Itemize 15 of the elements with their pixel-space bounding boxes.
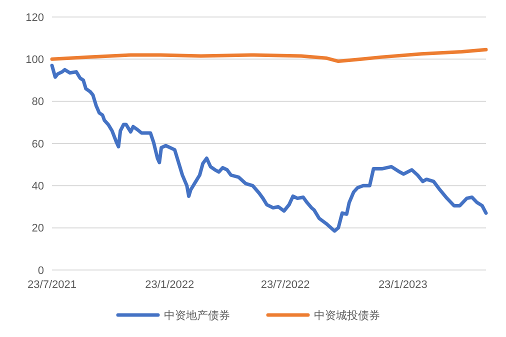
y-tick-label: 40 [32,180,44,193]
x-tick-label: 23/1/2022 [145,279,194,291]
y-tick-label: 60 [32,138,44,150]
line-series [50,48,488,64]
y-tick-label: 20 [32,222,44,235]
y-tick-label: 100 [26,54,44,66]
legend-label: 中资地产债券 [164,308,230,322]
x-tick-label: 23/7/2022 [260,279,310,291]
y-tick-label: 80 [32,96,44,108]
y-tick-label: 0 [38,264,44,277]
x-tick-label: 23/1/2023 [378,279,428,291]
x-tick-label: 23/7/2021 [28,279,76,291]
legend-label: 中资城投债券 [314,308,380,322]
line-series [50,64,488,233]
y-tick-label: 120 [26,12,44,24]
